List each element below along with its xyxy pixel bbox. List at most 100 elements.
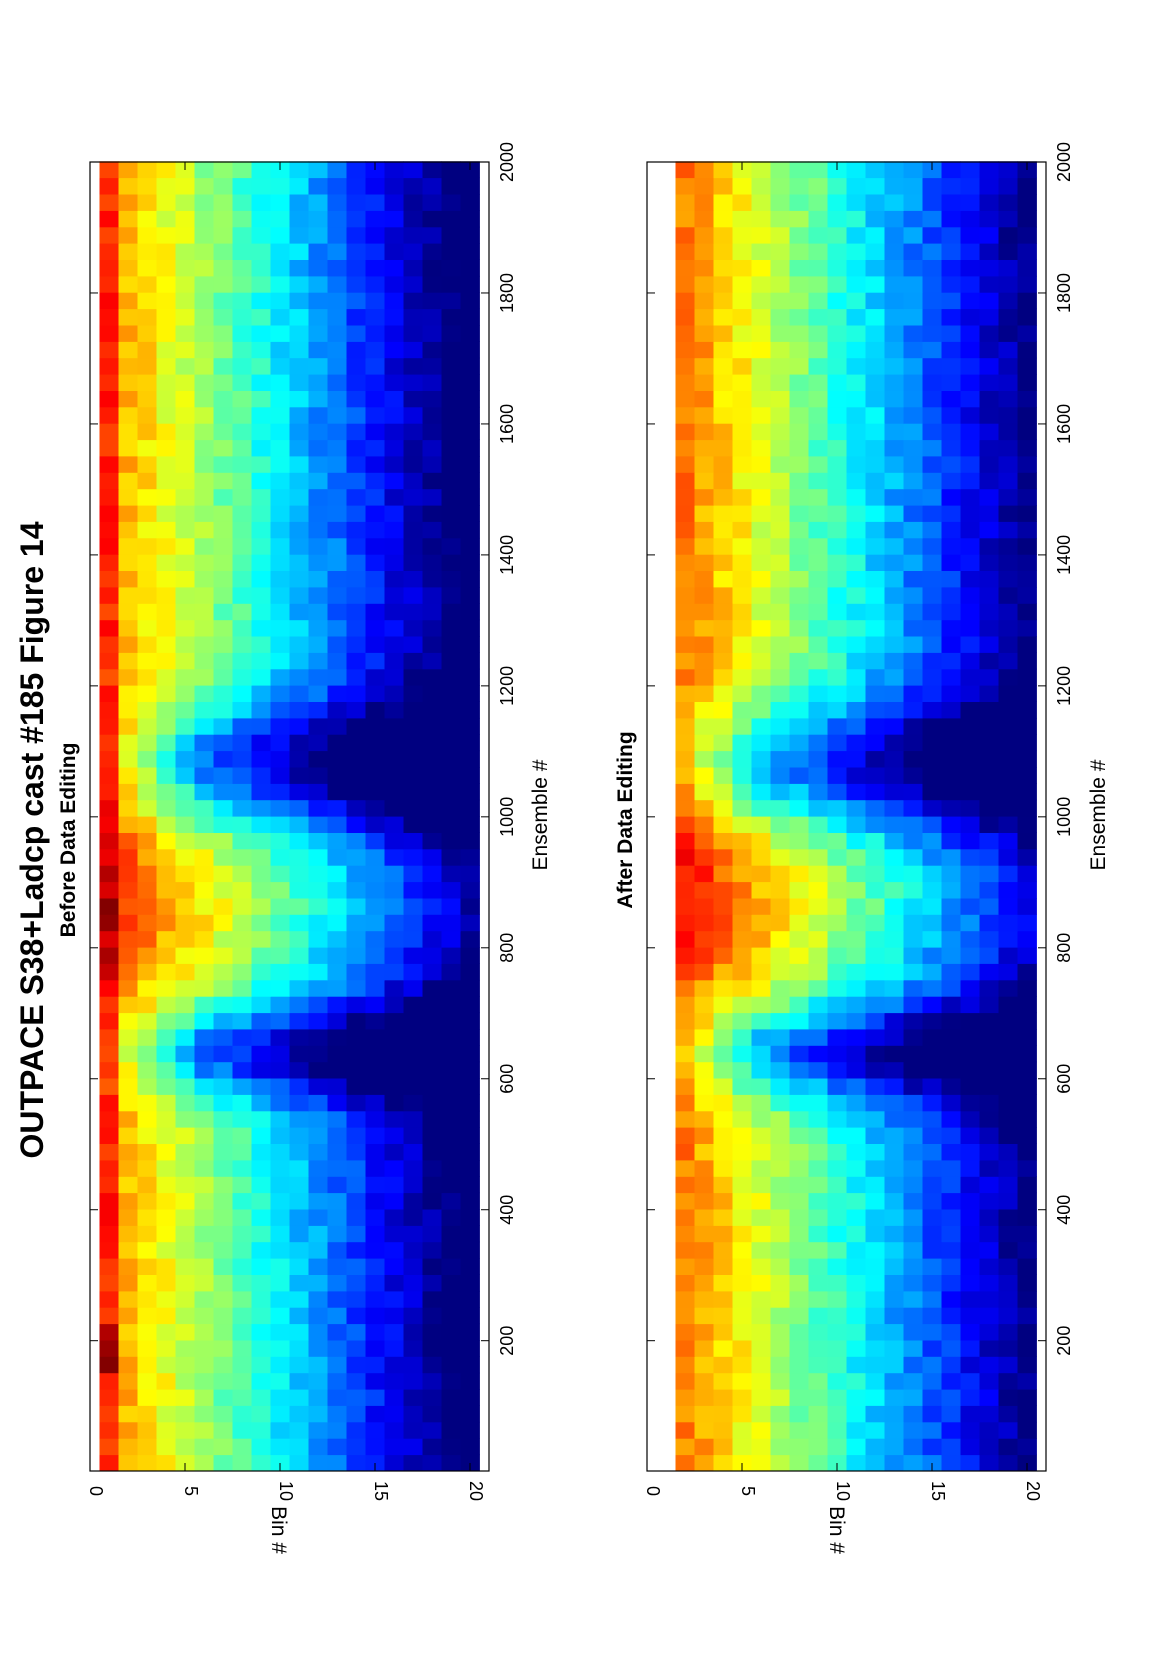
heatmap-cell [979, 636, 999, 653]
heatmap-cell [998, 701, 1018, 719]
heatmap-cell [232, 1209, 252, 1226]
heatmap-cell [827, 1012, 847, 1030]
heatmap-cell [846, 1143, 866, 1161]
heatmap-cell [441, 1340, 461, 1357]
heatmap-cell [770, 848, 790, 866]
heatmap-cell [289, 537, 309, 555]
heatmap-cell [327, 243, 347, 260]
heatmap-cell [789, 1176, 809, 1194]
heatmap-cell [751, 505, 771, 522]
heatmap-cell [99, 734, 119, 752]
heatmap-cell [289, 930, 309, 948]
heatmap-cell [1017, 1225, 1037, 1243]
heatmap-cell [979, 308, 999, 326]
heatmap-cell [998, 1389, 1018, 1406]
heatmap-cell [365, 898, 385, 915]
heatmap-cell [213, 308, 233, 326]
heatmap-cell [960, 685, 980, 702]
heatmap-cell [770, 1454, 790, 1472]
heatmap-cell [846, 259, 866, 277]
heatmap-cell [213, 357, 233, 375]
heatmap-cell [884, 979, 904, 997]
heatmap-cell [232, 1143, 252, 1161]
heatmap-cell [903, 1454, 923, 1472]
heatmap-cell [289, 1143, 309, 1161]
heatmap-cell [441, 1241, 461, 1259]
heatmap-cell [846, 1274, 866, 1292]
heatmap-cell [751, 734, 771, 752]
x-tick-label: 1600 [497, 404, 517, 444]
heatmap-cell [422, 1143, 442, 1161]
heatmap-cell [232, 1340, 252, 1357]
heatmap-cell [270, 1405, 290, 1423]
heatmap-cell [251, 1454, 271, 1472]
heatmap-cell [422, 1012, 442, 1030]
heatmap-cell [384, 1209, 404, 1226]
heatmap-cell [175, 668, 195, 686]
heatmap-cell [1017, 1094, 1037, 1112]
heatmap-cell [460, 374, 480, 391]
heatmap-cell [979, 652, 999, 670]
heatmap-cell [922, 1290, 942, 1308]
heatmap-cell [827, 1143, 847, 1161]
heatmap-cell [308, 243, 328, 260]
heatmap-cell [1017, 1438, 1037, 1456]
heatmap-cell [365, 1176, 385, 1194]
heatmap-cell [884, 1061, 904, 1079]
heatmap-cell [713, 308, 733, 326]
heatmap-cell [365, 848, 385, 866]
heatmap-cell [979, 1454, 999, 1472]
heatmap-cell [846, 308, 866, 326]
heatmap-cell [251, 652, 271, 670]
heatmap-cell [998, 226, 1018, 244]
heatmap-cell [751, 701, 771, 719]
heatmap-cell [789, 406, 809, 424]
heatmap-cell [808, 505, 828, 522]
heatmap-cell [713, 341, 733, 359]
heatmap-cell [365, 914, 385, 932]
x-tick-label: 400 [1054, 1195, 1074, 1225]
heatmap-cell [175, 979, 195, 997]
heatmap-cell [770, 554, 790, 571]
heatmap-cell [846, 488, 866, 506]
heatmap-cell [99, 996, 119, 1014]
heatmap-cell [441, 1356, 461, 1374]
heatmap-cell [770, 243, 790, 260]
heatmap-cell [384, 259, 404, 277]
heatmap-cell [846, 1225, 866, 1243]
heatmap-cell [327, 537, 347, 555]
heatmap-cell [922, 423, 942, 441]
heatmap-cell [460, 816, 480, 833]
heatmap-cell [422, 472, 442, 490]
heatmap-cell [384, 1307, 404, 1325]
heatmap-cell [713, 848, 733, 866]
heatmap-cell [99, 374, 119, 391]
heatmap-cell [732, 488, 752, 506]
heatmap-cell [941, 1061, 961, 1079]
heatmap-cell [808, 865, 828, 883]
heatmap-cell [732, 1094, 752, 1112]
heatmap-cell [846, 619, 866, 637]
heatmap-cell [232, 341, 252, 359]
heatmap-cell [903, 587, 923, 604]
heatmap-cell [156, 996, 176, 1014]
heatmap-cell [1017, 848, 1037, 866]
heatmap-cell [1017, 898, 1037, 915]
heatmap-cell [770, 439, 790, 457]
heatmap-cell [289, 1340, 309, 1357]
heatmap-cell [403, 832, 423, 850]
heatmap-cell [384, 701, 404, 719]
heatmap-cell [865, 636, 885, 653]
heatmap-cell [194, 537, 214, 555]
heatmap-cell [732, 374, 752, 391]
heatmap-cell [194, 1258, 214, 1275]
heatmap-cell [384, 292, 404, 310]
heatmap-cell [156, 341, 176, 359]
heatmap-cell [903, 1110, 923, 1128]
heatmap-cell [922, 456, 942, 473]
heatmap-cell [403, 374, 423, 391]
heatmap-cell [156, 292, 176, 310]
heatmap-cell [979, 570, 999, 588]
heatmap-cell [675, 1405, 695, 1423]
heatmap-cell [194, 799, 214, 817]
